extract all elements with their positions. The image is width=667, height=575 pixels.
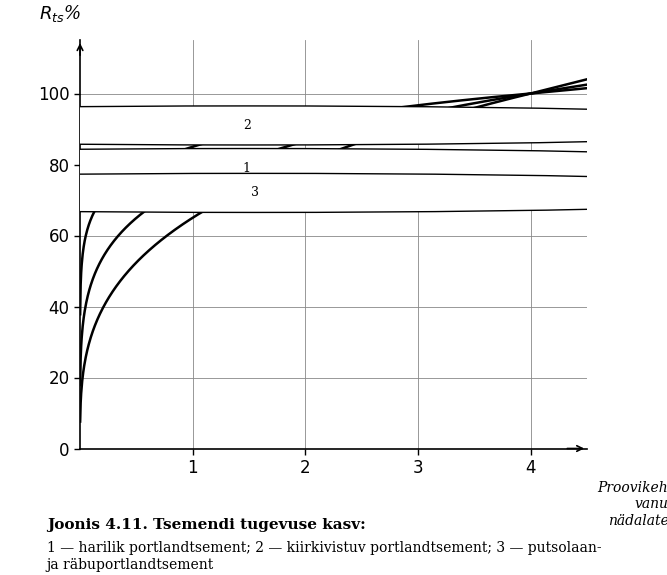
Text: 1 — harilik portlandtsement; 2 — kiirkivistuv portlandtsement; 3 — putsolaan-: 1 — harilik portlandtsement; 2 — kiirkiv… (47, 541, 602, 555)
Text: 3: 3 (251, 186, 259, 200)
Text: 1: 1 (243, 162, 251, 175)
Text: ja räbuportlandtsement: ja räbuportlandtsement (47, 558, 214, 572)
Circle shape (0, 106, 667, 145)
Circle shape (0, 174, 667, 212)
Circle shape (0, 148, 667, 187)
Text: Joonis 4.11. Tsemendi tugevuse kasv:: Joonis 4.11. Tsemendi tugevuse kasv: (47, 518, 366, 532)
Text: $R_{ts}$%: $R_{ts}$% (39, 3, 82, 24)
Text: 2: 2 (243, 119, 251, 132)
Text: Proovikeha
vanus
nädalates: Proovikeha vanus nädalates (597, 481, 667, 527)
